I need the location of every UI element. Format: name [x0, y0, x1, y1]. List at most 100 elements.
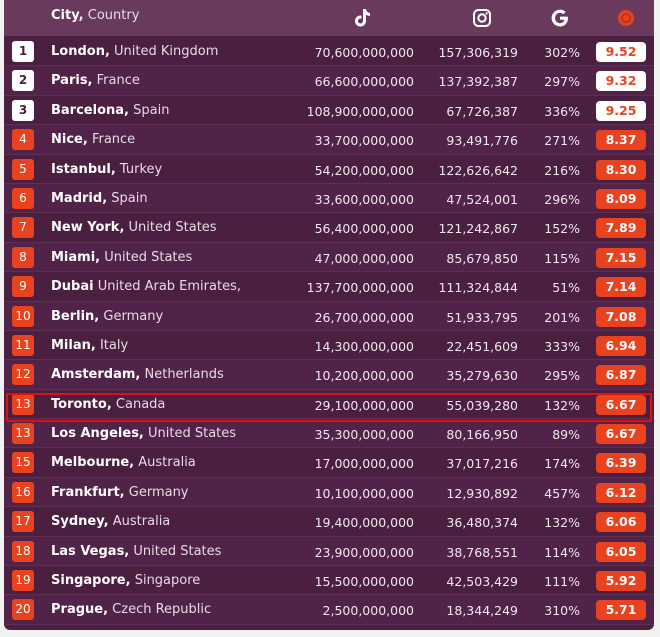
score-badge: 7.89 — [596, 218, 646, 239]
instagram-posts: 51,933,795 — [446, 309, 518, 325]
score-badge: 6.06 — [596, 512, 646, 533]
country-name: United Kingdom — [114, 44, 219, 59]
city-cell: Miami, United States — [51, 250, 192, 265]
tiktok-views: 2,500,000,000 — [322, 603, 414, 619]
instagram-posts: 137,392,387 — [438, 74, 518, 90]
score-badge: 6.67 — [596, 424, 646, 445]
google-growth: 297% — [544, 74, 580, 90]
table-row: 15 Melbourne, Australia 17,000,000,000 37,0… — [4, 448, 654, 478]
google-growth: 310% — [544, 603, 580, 619]
score-badge: 7.08 — [596, 306, 646, 327]
table-row: 19 Singapore, Singapore 15,500,000,000 42,5… — [4, 566, 654, 596]
instagram-posts: 35,279,630 — [446, 368, 518, 384]
rank-badge: 13 — [12, 393, 34, 415]
country-name: Netherlands — [144, 367, 224, 383]
table-row: 4 Nice, France 33,700,000,000 93,491,776 271… — [4, 125, 654, 155]
city-name: Dubai — [51, 279, 94, 295]
city-cell: Frankfurt, Germany — [51, 485, 189, 500]
tiktok-views: 26,700,000,000 — [314, 309, 414, 325]
instagram-posts: 111,324,844 — [438, 280, 518, 296]
country-name: Germany — [103, 308, 164, 324]
rank-badge: 20 — [12, 599, 34, 621]
country-name: Turkey — [119, 161, 163, 177]
table-header: City, Country — [4, 0, 654, 36]
city-name: Singapore, — [51, 573, 131, 589]
city-name: Las Vegas, — [51, 543, 130, 559]
city-cell: New York, United States — [51, 220, 217, 235]
country-name: France — [91, 132, 136, 148]
rank-badge: 18 — [12, 540, 34, 562]
city-cell: Singapore, Singapore — [51, 573, 200, 588]
table-row: 12 Amsterdam, Netherlands 10,200,000,000 35… — [4, 360, 654, 390]
city-cell: Milan, Italy — [51, 338, 128, 353]
instagram-posts: 42,503,429 — [446, 574, 518, 590]
rank-badge: 10 — [12, 305, 34, 327]
instagram-posts: 67,726,387 — [446, 103, 518, 119]
city-header-label: City, — [51, 8, 84, 23]
country-name: Singapore — [134, 573, 201, 589]
rank-badge: 13 — [12, 423, 34, 445]
rank-badge: 1 — [12, 41, 34, 62]
city-cell: Toronto, Canada — [51, 397, 165, 412]
score-badge: 8.37 — [596, 130, 646, 151]
table-row: 3 Barcelona, Spain 108,900,000,000 67,726,3… — [4, 96, 654, 126]
city-cell: London, United Kingdom — [51, 44, 218, 59]
table-row: 8 Miami, United States 47,000,000,000 85,67… — [4, 242, 654, 273]
instagram-posts: 37,017,216 — [446, 456, 518, 472]
city-name: Sydney, — [51, 514, 109, 530]
country-name: United States — [133, 543, 222, 559]
rank-badge: 9 — [12, 276, 34, 298]
country-name: Spain — [133, 102, 170, 118]
instagram-posts: 22,451,609 — [446, 338, 518, 354]
instagram-posts: 85,679,850 — [446, 250, 518, 266]
city-name: Paris, — [51, 73, 93, 89]
city-name: London, — [51, 44, 110, 59]
city-cell: Istanbul, Turkey — [51, 162, 162, 177]
city-name: Milan, — [51, 337, 96, 353]
city-cell: Nice, France — [51, 132, 135, 147]
instagram-posts: 80,166,950 — [446, 427, 518, 443]
city-cell: Dubai United Arab Emirates, — [51, 279, 241, 294]
country-name: Germany — [128, 484, 189, 500]
table-row: 18 Las Vegas, United States 23,900,000,000… — [4, 536, 654, 567]
rank-badge: 19 — [12, 570, 34, 592]
country-name: Canada — [115, 396, 166, 412]
instagram-posts: 18,344,249 — [446, 603, 518, 619]
rank-badge: 17 — [12, 511, 34, 533]
score-badge: 6.67 — [596, 394, 646, 415]
google-growth: 115% — [544, 250, 580, 266]
score-badge: 9.32 — [596, 71, 646, 92]
google-growth: 296% — [544, 191, 580, 207]
tiktok-views: 66,600,000,000 — [314, 74, 414, 90]
score-badge: 5.71 — [596, 600, 646, 621]
city-cell: Amsterdam, Netherlands — [51, 367, 224, 382]
city-name: Melbourne, — [51, 455, 135, 471]
rank-badge: 2 — [12, 70, 34, 92]
table-row: 9 Dubai United Arab Emirates, 137,700,000,… — [4, 272, 654, 302]
city-cell: Las Vegas, United States — [51, 544, 221, 559]
rank-badge: 16 — [12, 481, 34, 503]
score-badge: 6.94 — [596, 335, 646, 356]
google-icon — [548, 6, 572, 30]
google-growth: 152% — [544, 221, 580, 237]
rank-badge: 7 — [12, 217, 34, 239]
table-row: 17 Sydney, Australia 19,400,000,000 36,480,… — [4, 507, 654, 537]
table-body: 1 London, United Kingdom 70,600,000,000 157… — [4, 37, 654, 625]
city-cell: Prague, Czech Republic — [51, 602, 211, 617]
country-name: Czech Republic — [112, 602, 212, 618]
tiktok-views: 15,500,000,000 — [314, 574, 414, 590]
city-cell: Berlin, Germany — [51, 309, 163, 324]
country-name: United States — [148, 426, 237, 442]
country-name: Italy — [99, 337, 129, 353]
city-name: New York, — [51, 220, 125, 236]
tiktok-views: 10,200,000,000 — [314, 368, 414, 384]
tiktok-views: 137,700,000,000 — [306, 280, 414, 296]
score-badge: 6.39 — [596, 453, 646, 474]
country-header-label: Country — [87, 8, 140, 23]
google-growth: 333% — [544, 338, 580, 354]
table-row: 20 Prague, Czech Republic 2,500,000,000 18,… — [4, 595, 654, 625]
score-badge: 6.12 — [596, 482, 646, 503]
country-name: Australia — [138, 455, 196, 471]
rank-badge: 12 — [12, 364, 34, 386]
rank-badge: 15 — [12, 452, 34, 474]
